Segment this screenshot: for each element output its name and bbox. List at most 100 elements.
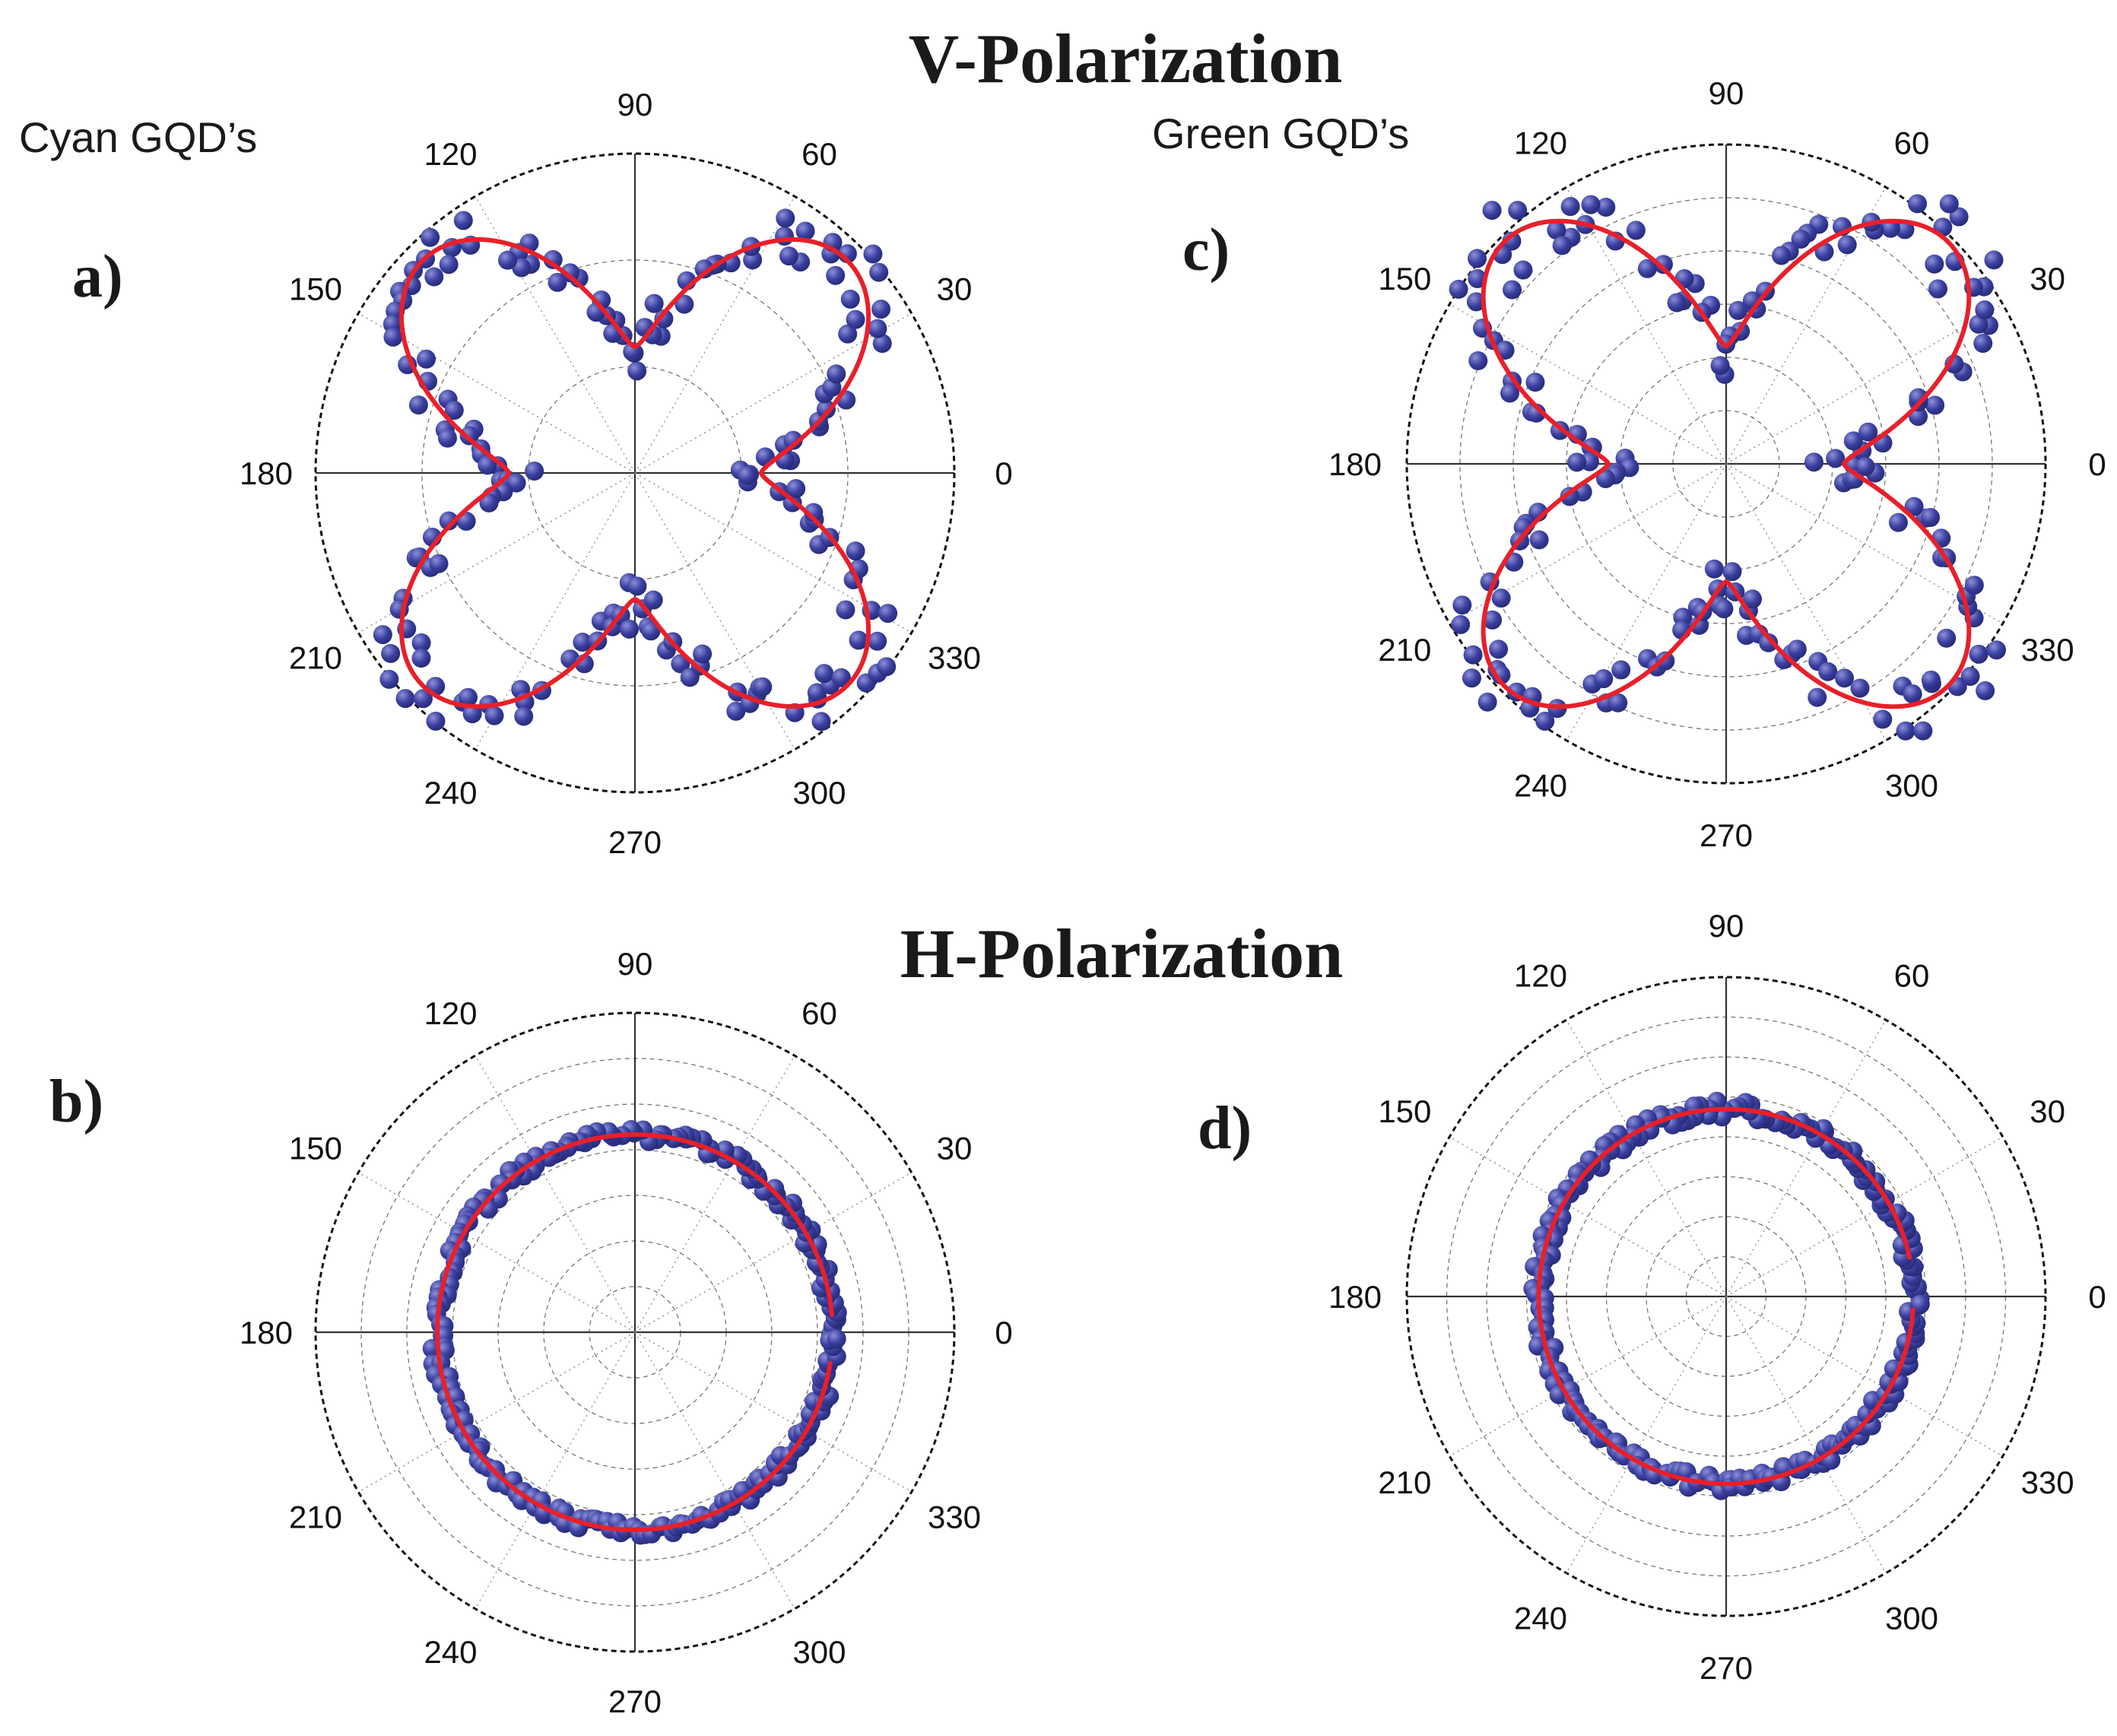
data-point <box>1895 220 1915 240</box>
data-point <box>1787 639 1807 659</box>
data-point <box>573 633 592 652</box>
angle-tick-label: 330 <box>928 1500 981 1535</box>
angle-tick-label: 300 <box>792 775 846 811</box>
data-point <box>438 428 458 448</box>
data-point <box>1567 452 1587 472</box>
grid-spoke <box>1449 1136 1727 1297</box>
angle-tick-label: 210 <box>1378 632 1431 668</box>
data-point <box>826 265 846 285</box>
data-point <box>413 689 433 709</box>
data-point <box>878 604 898 624</box>
data-point <box>1984 250 2004 270</box>
data-point <box>838 324 858 344</box>
grid-spoke <box>634 1331 912 1493</box>
angle-tick-label: 150 <box>289 1131 342 1166</box>
angle-tick-label: 150 <box>1378 1093 1431 1129</box>
angle-tick-label: 180 <box>240 455 293 491</box>
angle-tick-label: 330 <box>2021 632 2074 668</box>
grid-spoke <box>1449 303 1727 465</box>
grid-spoke <box>357 1331 636 1493</box>
data-point <box>1913 721 1933 741</box>
data-point <box>1466 292 1486 312</box>
data-point <box>1873 709 1893 729</box>
angle-tick-label: 90 <box>1709 75 1744 111</box>
data-point <box>1855 456 1875 476</box>
data-point <box>1976 681 1995 700</box>
grid-spoke <box>1566 1296 1727 1574</box>
grid-spoke <box>1725 1296 2004 1457</box>
angle-tick-label: 120 <box>1514 957 1567 993</box>
angle-tick-label: 120 <box>424 136 477 172</box>
grid-spoke <box>1725 1019 1887 1297</box>
grid-spoke <box>474 1055 636 1333</box>
angle-tick-label: 330 <box>928 640 981 676</box>
data-point <box>846 309 865 329</box>
data-point <box>1489 639 1509 659</box>
data-point <box>1596 197 1616 217</box>
data-point <box>627 361 647 381</box>
angle-tick-label: 120 <box>1514 125 1567 160</box>
angle-tick-label: 300 <box>792 1634 846 1670</box>
data-point <box>1858 422 1878 442</box>
data-point <box>1477 692 1497 712</box>
data-point <box>1483 610 1503 630</box>
data-point <box>1772 246 1792 265</box>
angle-tick-label: 240 <box>1514 1601 1567 1636</box>
data-point <box>453 211 473 230</box>
angle-tick-label: 60 <box>1894 125 1930 160</box>
polar-chart-a: 0 30 60 90 120 150 180 210 240 270 300 330 <box>240 87 1013 860</box>
data-point <box>1452 595 1472 615</box>
data-point <box>411 649 431 668</box>
angle-tick-label: 240 <box>424 775 477 811</box>
polar-chart-c: 0 30 60 90 120 150 180 210 240 270 300 330 <box>1328 75 2106 853</box>
panel-label-d: d) <box>1198 1095 1252 1162</box>
data-point <box>1843 431 1863 451</box>
data-point <box>654 309 674 328</box>
grid-spoke <box>1725 1136 2004 1297</box>
angle-tick-label: 150 <box>289 271 342 307</box>
data-point <box>1925 395 1945 415</box>
data-point <box>1908 194 1928 214</box>
cyan-sample-label: Cyan GQD’s <box>19 113 257 161</box>
data-point <box>1921 508 1941 528</box>
data-point <box>779 246 798 266</box>
data-point <box>1560 197 1580 217</box>
data-point <box>863 244 883 264</box>
data-point <box>827 364 846 384</box>
data-point <box>811 712 831 732</box>
angle-tick-label: 90 <box>1709 908 1744 944</box>
fit-curve <box>1481 218 1972 709</box>
data-point <box>1529 530 1549 550</box>
data-point <box>674 294 694 314</box>
data-point <box>417 349 436 369</box>
data-point <box>726 701 746 721</box>
data-point <box>1826 449 1846 468</box>
data-point <box>459 687 478 707</box>
data-point <box>1728 300 1748 320</box>
outer-ring <box>314 152 956 794</box>
data-point <box>1552 236 1572 255</box>
data-point <box>1626 221 1646 240</box>
data-point <box>693 644 713 664</box>
grid-spoke <box>1725 463 2004 624</box>
angle-tick-label: 0 <box>995 1315 1012 1350</box>
angle-tick-label: 180 <box>1328 446 1382 482</box>
angle-tick-label: 0 <box>2088 446 2106 482</box>
data-point <box>381 643 401 663</box>
angle-tick-label: 30 <box>937 1131 973 1166</box>
data-point <box>827 1329 846 1349</box>
grid-spoke <box>1566 463 1727 741</box>
data-point <box>753 677 773 697</box>
data-point <box>1594 669 1614 689</box>
data-point <box>395 689 415 709</box>
data-point <box>1482 201 1502 221</box>
v-polarization-heading: V-Polarization <box>909 20 1343 97</box>
data-point <box>694 259 714 279</box>
data-point <box>1611 660 1631 680</box>
data-point <box>814 664 834 684</box>
data-point <box>1964 576 1984 595</box>
data-point <box>783 430 803 450</box>
data-point <box>1547 221 1566 240</box>
angle-tick-label: 60 <box>801 136 837 172</box>
angle-tick-label: 270 <box>1700 1650 1753 1686</box>
